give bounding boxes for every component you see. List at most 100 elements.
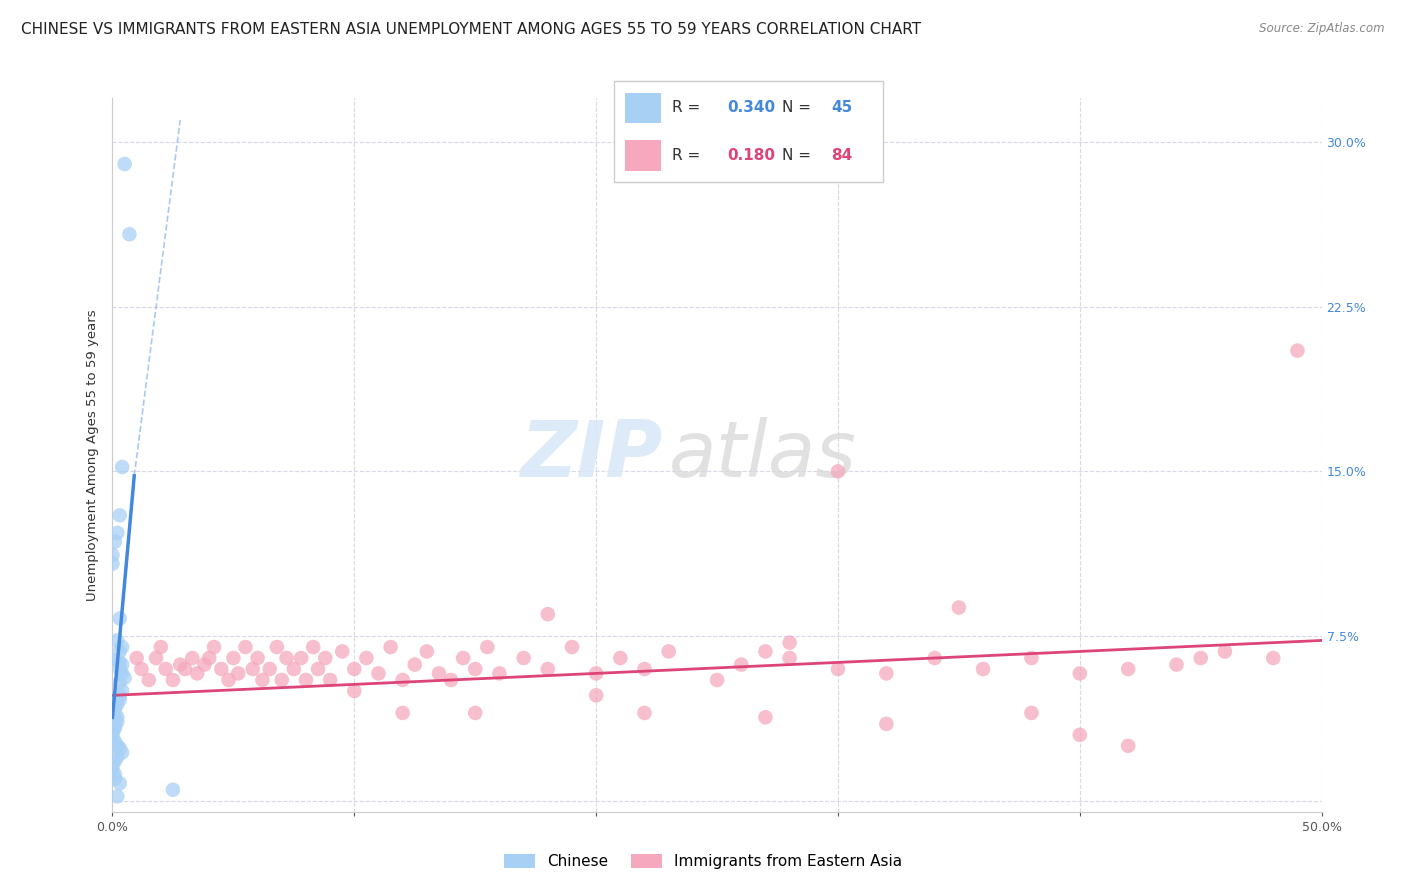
Point (633, 706, 655, 720)
Point (1263, 651, 1285, 665)
Point (276, 651, 298, 665)
Point (162, 782, 184, 797)
Point (104, 772, 127, 786)
Text: 0.180: 0.180 (727, 148, 775, 162)
Point (537, 607, 560, 621)
Point (209, 662, 232, 676)
Point (242, 662, 264, 676)
Point (1069, 728, 1091, 742)
Point (1286, 343, 1309, 358)
Point (114, 157, 136, 171)
Point (108, 656, 131, 670)
Point (104, 534, 127, 549)
Point (343, 662, 366, 676)
Point (101, 728, 124, 742)
Point (149, 640, 172, 654)
Point (162, 673, 184, 687)
Point (585, 689, 607, 703)
Point (1213, 644, 1236, 658)
Point (111, 746, 134, 760)
Point (633, 662, 655, 676)
Point (111, 666, 134, 681)
Point (105, 633, 128, 648)
Point (108, 689, 131, 703)
Point (145, 651, 167, 665)
Point (155, 662, 177, 676)
Point (105, 710, 128, 724)
Point (108, 776, 131, 790)
Point (367, 666, 389, 681)
Point (108, 741, 131, 756)
Text: N =: N = (782, 148, 815, 162)
Point (537, 662, 560, 676)
Point (101, 548, 124, 562)
Point (108, 644, 131, 658)
Point (259, 662, 281, 676)
Point (104, 734, 127, 748)
Point (1166, 657, 1188, 672)
Point (101, 763, 124, 777)
Text: 45: 45 (831, 101, 852, 115)
Point (391, 673, 413, 687)
Point (356, 651, 378, 665)
Point (875, 717, 897, 731)
Point (108, 508, 131, 523)
Point (972, 662, 994, 676)
Point (307, 662, 329, 676)
Point (101, 725, 124, 739)
Text: 0.340: 0.340 (727, 101, 775, 115)
FancyBboxPatch shape (626, 140, 661, 170)
Point (104, 701, 127, 715)
Text: atlas: atlas (669, 417, 856, 493)
Point (416, 644, 439, 658)
Point (104, 754, 127, 768)
Text: R =: R = (672, 148, 704, 162)
Point (290, 651, 312, 665)
Point (105, 714, 128, 729)
Point (609, 651, 631, 665)
Point (101, 732, 124, 747)
Point (105, 697, 128, 711)
Text: N =: N = (782, 101, 815, 115)
Point (302, 640, 325, 654)
Point (108, 692, 131, 706)
Point (108, 675, 131, 690)
Point (270, 673, 292, 687)
Text: R =: R = (672, 101, 704, 115)
Point (235, 640, 257, 654)
Point (319, 673, 342, 687)
Point (181, 651, 204, 665)
Point (118, 227, 141, 242)
Point (875, 666, 897, 681)
Text: Source: ZipAtlas.com: Source: ZipAtlas.com (1260, 22, 1385, 36)
Point (252, 673, 274, 687)
Point (391, 706, 413, 720)
Point (658, 644, 681, 658)
Point (218, 673, 240, 687)
Text: ZIP: ZIP (520, 417, 662, 493)
Point (427, 666, 450, 681)
Point (477, 640, 499, 654)
Point (266, 640, 288, 654)
Point (198, 651, 221, 665)
Point (330, 644, 353, 658)
Point (730, 657, 752, 672)
Point (202, 640, 225, 654)
Point (440, 673, 463, 687)
Point (1021, 651, 1043, 665)
Point (101, 758, 124, 772)
Point (111, 657, 134, 672)
Point (827, 662, 849, 676)
Point (924, 651, 946, 665)
Point (464, 662, 486, 676)
Point (222, 651, 245, 665)
Point (125, 651, 148, 665)
Point (404, 657, 426, 672)
Point (169, 657, 191, 672)
Point (105, 653, 128, 667)
Point (226, 666, 249, 681)
Point (754, 644, 776, 658)
Point (111, 460, 134, 475)
Point (754, 710, 776, 724)
FancyBboxPatch shape (626, 93, 661, 123)
